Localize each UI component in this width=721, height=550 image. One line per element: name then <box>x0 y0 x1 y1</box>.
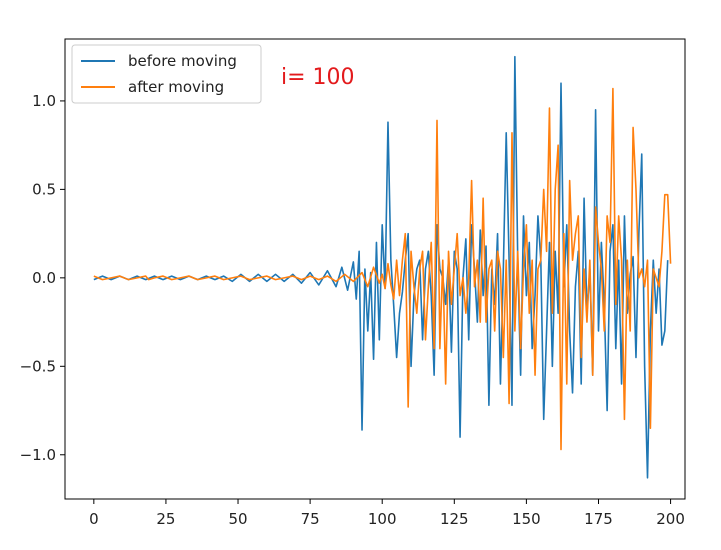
y-tick-label: 0.0 <box>32 269 56 287</box>
y-tick-label: 0.5 <box>32 180 56 198</box>
x-tick-label: 50 <box>228 510 247 528</box>
legend-label-after-moving: after moving <box>128 78 224 96</box>
legend-box <box>71 44 262 104</box>
series-line-after-moving <box>93 87 672 451</box>
x-tick-label: 100 <box>368 510 397 528</box>
y-tick-label: 1.0 <box>32 92 56 110</box>
iteration-annotation: i= 100 <box>281 65 355 90</box>
y-tick-label: −1.0 <box>20 446 56 464</box>
legend-label-before-moving: before moving <box>128 52 237 70</box>
x-tick-label: 0 <box>89 510 99 528</box>
x-tick-label: 75 <box>301 510 320 528</box>
x-tick-label: 125 <box>440 510 469 528</box>
legend: before moving after moving <box>71 44 262 104</box>
x-tick-label: 150 <box>512 510 541 528</box>
x-tick-label: 200 <box>656 510 685 528</box>
x-tick-label: 25 <box>156 510 175 528</box>
plot-frame <box>64 38 686 500</box>
series-layer <box>93 55 672 479</box>
axes-layer: 0 25 50 75 100 125 150 175 200 −1.0 −0.5 0.0 0.5 1.0 <box>20 38 686 528</box>
y-tick-label: −0.5 <box>20 357 56 375</box>
x-tick-label: 175 <box>584 510 613 528</box>
